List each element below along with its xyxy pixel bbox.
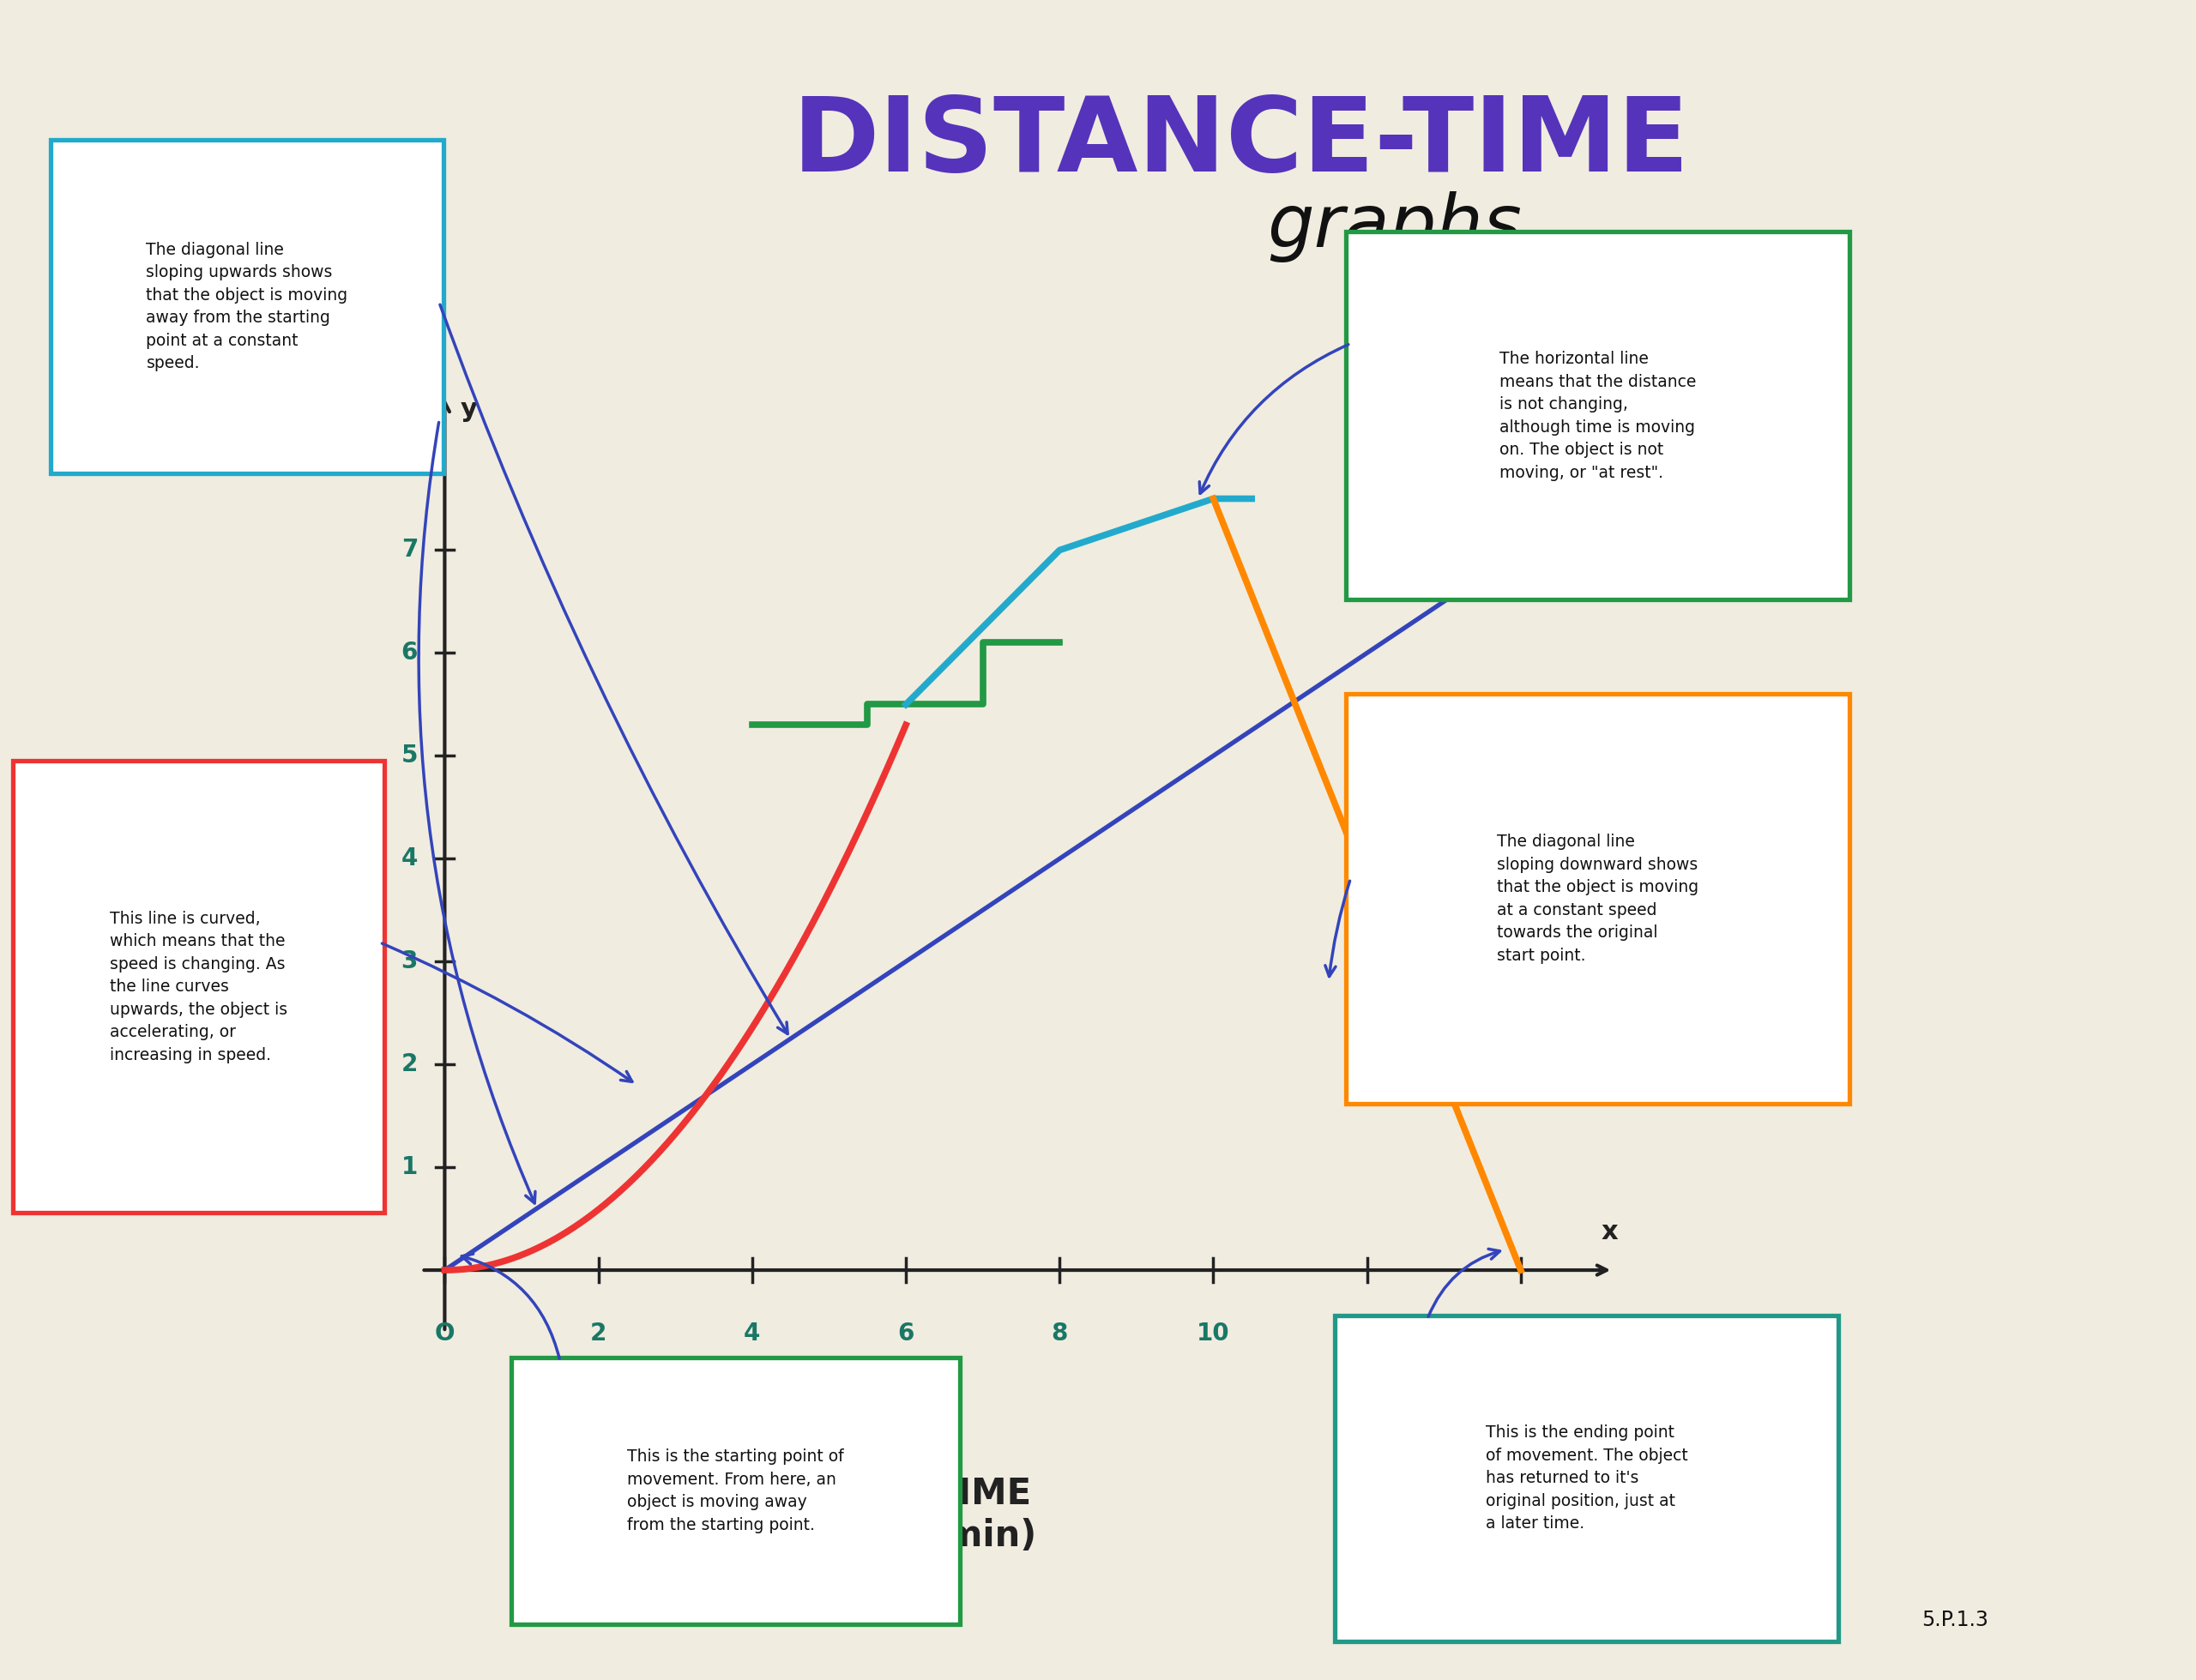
Text: DISTANCE-TIME: DISTANCE-TIME — [793, 92, 1689, 193]
Text: y: y — [461, 396, 477, 422]
Text: The horizontal line
means that the distance
is not changing,
although time is mo: The horizontal line means that the dista… — [1500, 351, 1695, 480]
Text: 4: 4 — [744, 1322, 760, 1346]
Text: 12: 12 — [1351, 1322, 1383, 1346]
Text: This line is curved,
which means that the
speed is changing. As
the line curves
: This line is curved, which means that th… — [110, 911, 288, 1063]
Text: 1: 1 — [402, 1156, 417, 1179]
Text: 2: 2 — [402, 1052, 417, 1077]
Text: graphs: graphs — [1267, 192, 1522, 262]
Text: 5: 5 — [402, 744, 417, 768]
Text: This is the starting point of
movement. From here, an
object is moving away
from: This is the starting point of movement. … — [628, 1448, 843, 1534]
Text: 3: 3 — [402, 949, 417, 973]
Text: 10: 10 — [1197, 1322, 1230, 1346]
Text: x: x — [1601, 1220, 1618, 1245]
Text: This is the ending point
of movement. The object
has returned to it's
original p: This is the ending point of movement. Th… — [1484, 1425, 1689, 1532]
Text: 7: 7 — [402, 538, 417, 563]
Text: The diagonal line
sloping downward shows
that the object is moving
at a constant: The diagonal line sloping downward shows… — [1498, 833, 1698, 964]
Text: 6: 6 — [898, 1322, 914, 1346]
Text: The diagonal line
sloping upwards shows
that the object is moving
away from the : The diagonal line sloping upwards shows … — [147, 242, 347, 371]
Text: TIME
(min): TIME (min) — [929, 1475, 1037, 1554]
Text: O: O — [435, 1322, 455, 1346]
Text: 2: 2 — [591, 1322, 606, 1346]
Text: DISTANCE (m): DISTANCE (m) — [268, 768, 299, 1011]
Text: 6: 6 — [402, 642, 417, 665]
Text: 5.P.1.3: 5.P.1.3 — [1922, 1609, 1987, 1631]
Text: 4: 4 — [402, 847, 417, 870]
Text: 8: 8 — [1052, 1322, 1067, 1346]
Text: 14: 14 — [1504, 1322, 1537, 1346]
